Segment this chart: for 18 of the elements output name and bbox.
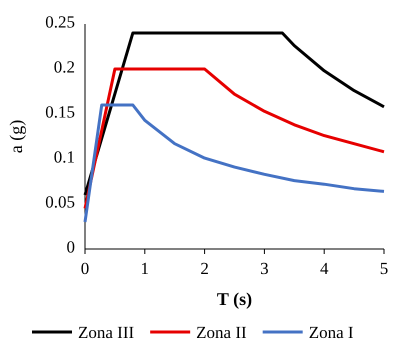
y-tick-label: 0.2	[54, 58, 75, 77]
x-tick-label: 0	[80, 259, 90, 278]
x-tick-label: 4	[320, 259, 329, 278]
y-tick-label: 0	[66, 238, 75, 257]
line-series	[84, 104, 386, 224]
y-tick-label: 0.1	[54, 148, 75, 167]
y-tick-label: 0.05	[45, 192, 75, 212]
y-tick-label: 0.25	[45, 12, 75, 32]
x-tick-label: 3	[260, 259, 269, 278]
y-axis-title: a (g)	[6, 120, 26, 154]
x-axis-title: T (s)	[216, 289, 252, 309]
y-tick-label: 0.15	[45, 102, 75, 122]
legend-label: Zona II	[196, 323, 248, 342]
x-tick-label: 1	[140, 259, 150, 278]
legend-label: Zona III	[78, 323, 134, 342]
x-tick-label: 2	[200, 259, 209, 278]
legend-label: Zona I	[308, 323, 354, 342]
x-tick-label: 5	[380, 259, 388, 278]
